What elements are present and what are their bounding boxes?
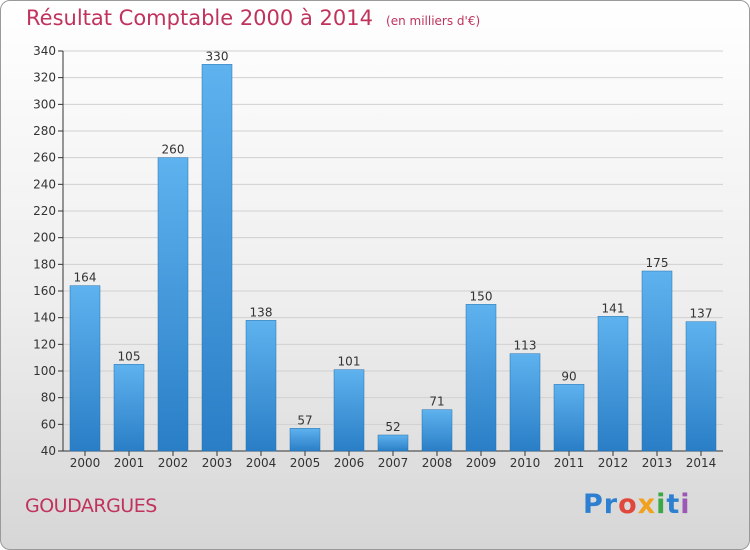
bar-2012 bbox=[597, 316, 629, 452]
y-tick-label: 240 bbox=[33, 177, 56, 191]
data-label-2011: 90 bbox=[561, 369, 576, 383]
x-tick-label-2011: 2011 bbox=[554, 456, 585, 470]
y-tick-label: 40 bbox=[41, 444, 56, 458]
y-tick-label: 80 bbox=[41, 391, 56, 405]
chart-unit: (en milliers d'€) bbox=[386, 14, 481, 28]
y-tick-label: 120 bbox=[33, 337, 56, 351]
x-tick-label-2013: 2013 bbox=[642, 456, 673, 470]
x-tick-label-2005: 2005 bbox=[290, 456, 321, 470]
bar-2011 bbox=[553, 384, 585, 452]
bar-2009 bbox=[465, 304, 497, 452]
brand-logo: Proxiti bbox=[583, 489, 691, 520]
y-tick-label: 320 bbox=[33, 71, 56, 85]
bar-2008 bbox=[421, 409, 453, 452]
y-tick-label: 200 bbox=[33, 231, 56, 245]
bar-2002 bbox=[157, 157, 189, 452]
bar-2004 bbox=[245, 320, 277, 452]
data-label-2013: 175 bbox=[646, 256, 669, 270]
y-tick-label: 60 bbox=[41, 417, 56, 431]
bar-2010 bbox=[509, 353, 541, 452]
data-label-2005: 57 bbox=[297, 413, 312, 427]
axes: 40 60 80 100 120 140 160 180 200 220 240 260 280 300 3… bbox=[33, 44, 723, 470]
y-tick-label: 280 bbox=[33, 124, 56, 138]
x-tick-label-2006: 2006 bbox=[334, 456, 365, 470]
data-label-2012: 141 bbox=[602, 301, 625, 315]
data-label-2010: 113 bbox=[514, 339, 537, 353]
bar-2003 bbox=[201, 64, 233, 452]
bar-2013 bbox=[641, 270, 673, 452]
data-label-2001: 105 bbox=[118, 349, 141, 363]
bar-2005 bbox=[289, 428, 321, 452]
bar-2001 bbox=[113, 364, 145, 452]
data-label-2004: 138 bbox=[250, 305, 273, 319]
data-label-2014: 137 bbox=[690, 307, 713, 321]
y-tick-label: 100 bbox=[33, 364, 56, 378]
data-label-2002: 260 bbox=[162, 143, 185, 157]
data-label-2007: 52 bbox=[385, 420, 400, 434]
commune-name: GOUDARGUES bbox=[25, 495, 157, 517]
x-tick-label-2014: 2014 bbox=[686, 456, 717, 470]
x-tick-label-2012: 2012 bbox=[598, 456, 629, 470]
data-labels: 164 105 260 330 138 57 101 52 71 150 113 90 141 175 13… bbox=[74, 49, 713, 434]
data-label-2003: 330 bbox=[206, 49, 229, 63]
y-tick-label: 260 bbox=[33, 151, 56, 165]
x-tick-label-2009: 2009 bbox=[466, 456, 497, 470]
y-tick-label: 340 bbox=[33, 44, 56, 58]
y-tick-label: 140 bbox=[33, 311, 56, 325]
y-tick-label: 220 bbox=[33, 204, 56, 218]
y-tick-label: 180 bbox=[33, 257, 56, 271]
x-tick-label-2008: 2008 bbox=[422, 456, 453, 470]
data-label-2000: 164 bbox=[74, 271, 97, 285]
title-row: Résultat Comptable 2000 à 2014 (en milli… bbox=[26, 6, 480, 30]
bar-2000 bbox=[69, 285, 101, 452]
x-tick-label-2002: 2002 bbox=[158, 456, 189, 470]
bar-2007 bbox=[377, 434, 409, 452]
x-tick-label-2000: 2000 bbox=[70, 456, 101, 470]
y-tick-label: 160 bbox=[33, 284, 56, 298]
chart-title: Résultat Comptable 2000 à 2014 bbox=[26, 6, 373, 30]
data-label-2009: 150 bbox=[470, 289, 493, 303]
data-label-2008: 71 bbox=[429, 395, 444, 409]
x-tick-label-2003: 2003 bbox=[202, 456, 233, 470]
bar-2014 bbox=[685, 321, 717, 452]
bar-2006 bbox=[333, 369, 365, 452]
y-tick-label: 300 bbox=[33, 97, 56, 111]
bars bbox=[69, 64, 717, 452]
x-tick-label-2001: 2001 bbox=[114, 456, 145, 470]
x-tick-label-2010: 2010 bbox=[510, 456, 541, 470]
data-label-2006: 101 bbox=[338, 355, 361, 369]
x-tick-label-2007: 2007 bbox=[378, 456, 409, 470]
x-tick-label-2004: 2004 bbox=[246, 456, 277, 470]
